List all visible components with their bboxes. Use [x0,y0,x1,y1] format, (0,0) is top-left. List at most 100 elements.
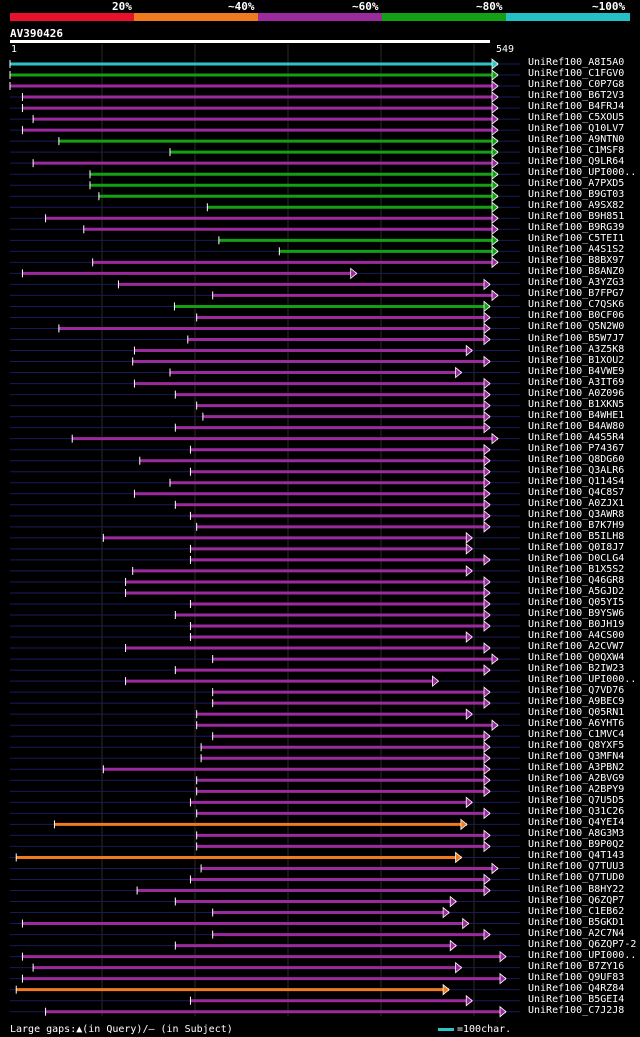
hit-label[interactable]: UniRef100_Q31C26 [528,806,625,818]
hit-label[interactable]: UniRef100_C1FGV0 [528,68,625,80]
hit-label[interactable]: UniRef100_C5TEI1 [528,233,625,245]
hit-label[interactable]: UniRef100_B1XOU2 [528,354,625,366]
hit-label[interactable]: UniRef100_B5GEI4 [528,993,625,1005]
hit-label[interactable]: UniRef100_B9GT03 [528,189,625,201]
hit-label[interactable]: UniRef100_B7K7H9 [528,519,625,531]
hit-label[interactable]: UniRef100_Q0I8J7 [528,541,625,553]
legend-segment-80 [382,13,506,21]
hit-label[interactable]: UniRef100_P74367 [528,442,625,454]
hit-label[interactable]: UniRef100_B8BX97 [528,255,625,267]
hit-end-arrow [483,620,491,632]
hit-label[interactable]: UniRef100_B0CF06 [528,310,625,322]
hit-label[interactable]: UniRef100_A3YZG3 [528,277,625,289]
hit-label[interactable]: UniRef100_C7J2J8 [528,1004,625,1016]
hit-label[interactable]: UniRef100_C1MVC4 [528,729,625,741]
hit-label[interactable]: UniRef100_B7FPG7 [528,288,625,300]
hit-label[interactable]: UniRef100_B2IW23 [528,663,625,675]
hit-label[interactable]: UniRef100_Q4YEI4 [528,817,625,829]
identity-color-legend [10,13,630,21]
hit-label[interactable]: UniRef100_B4VWE9 [528,365,625,377]
hit-label[interactable]: UniRef100_Q114S4 [528,475,625,487]
hit-label[interactable]: UniRef100_B9P0Q2 [528,839,625,851]
hit-label[interactable]: UniRef100_B1XKN5 [528,398,625,410]
hit-label[interactable]: UniRef100_B8ANZ0 [528,266,625,278]
hit-label[interactable]: UniRef100_A2BPY9 [528,784,625,796]
hit-label[interactable]: UniRef100_A4S1S2 [528,244,625,256]
hit-label[interactable]: UniRef100_Q6ZQP7 [528,894,625,906]
hit-label[interactable]: UniRef100_B5ILH8 [528,530,625,542]
hit-label[interactable]: UniRef100_Q9UF83 [528,971,625,983]
hit-label[interactable]: UniRef100_B5GKD1 [528,916,625,928]
hit-end-arrow [483,355,491,368]
hit-label[interactable]: UniRef100_A0ZJX1 [528,497,625,509]
hit-label[interactable]: UniRef100_Q46GR8 [528,574,625,586]
hit-label[interactable]: UniRef100_C5XOU5 [528,112,625,124]
hit-label[interactable]: UniRef100_B1X5S2 [528,563,625,575]
hit-label[interactable]: UniRef100_A0Z096 [528,387,625,399]
hit-label[interactable]: UniRef100_B9RG39 [528,222,625,234]
hit-end-arrow [483,443,491,456]
hit-label[interactable]: UniRef100_A5GJD2 [528,585,625,597]
hit-label[interactable]: UniRef100_A8G3M3 [528,828,625,840]
hit-label[interactable]: UniRef100_Q5N2W0 [528,321,625,333]
hit-label[interactable]: UniRef100_Q7VD76 [528,685,625,697]
hit-label[interactable]: UniRef100_B6T2V3 [528,90,625,102]
hit-label[interactable]: UniRef100_Q10LV7 [528,123,625,135]
hit-end-arrow [449,939,457,952]
hit-label[interactable]: UniRef100_B0JH19 [528,619,625,631]
hit-label[interactable]: UniRef100_UPI000.. [528,167,637,179]
hit-label[interactable]: UniRef100_Q8DG60 [528,453,625,465]
hit-label[interactable]: UniRef100_A3PBN2 [528,762,625,774]
hit-label[interactable]: UniRef100_C1MSF8 [528,145,625,157]
hit-label[interactable]: UniRef100_A2BVG9 [528,773,625,785]
hit-label[interactable]: UniRef100_Q3ALR6 [528,464,625,476]
hit-label[interactable]: UniRef100_A4CS00 [528,630,625,642]
hit-label[interactable]: UniRef100_A8I5A0 [528,57,625,68]
hit-end-arrow [483,587,491,599]
hit-label[interactable]: UniRef100_C7QSK6 [528,299,625,311]
hit-end-arrow [350,267,358,280]
hit-label[interactable]: UniRef100_Q7U5D5 [528,795,625,807]
hit-label[interactable]: UniRef100_Q3AWR8 [528,508,625,520]
hit-label[interactable]: UniRef100_Q7TUD0 [528,872,625,884]
hit-label[interactable]: UniRef100_A9BEC9 [528,696,625,708]
hit-label[interactable]: UniRef100_Q05RN1 [528,707,625,719]
hit-label[interactable]: UniRef100_A3IT69 [528,376,625,388]
hit-label[interactable]: UniRef100_A9SX82 [528,200,625,212]
hit-label[interactable]: UniRef100_A2CVW7 [528,641,625,653]
hit-label[interactable]: UniRef100_B4AW80 [528,420,625,432]
hit-label[interactable]: UniRef100_UPI000.. [528,674,637,686]
hit-label[interactable]: UniRef100_A9NTN0 [528,134,625,146]
hit-label[interactable]: UniRef100_Q3MFN4 [528,751,625,763]
hit-label[interactable]: UniRef100_Q4C8S7 [528,486,625,498]
hit-label[interactable]: UniRef100_Q8YXF5 [528,740,625,752]
hit-label[interactable]: UniRef100_Q9LR64 [528,156,625,168]
hit-label[interactable]: UniRef100_B9H851 [528,211,625,223]
hit-label[interactable]: UniRef100_Q0QXW4 [528,652,625,664]
hit-end-arrow [491,223,499,236]
hit-end-arrow [483,410,491,423]
hit-label[interactable]: UniRef100_Q6ZQP7-2 [528,938,637,950]
hit-end-arrow [483,829,491,842]
hit-label[interactable]: UniRef100_Q05YI5 [528,596,625,608]
hit-label[interactable]: UniRef100_B9YSW6 [528,608,625,619]
hit-label[interactable]: UniRef100_B4WHE1 [528,409,625,421]
hit-label[interactable]: UniRef100_A3Z5K8 [528,343,625,355]
hit-label[interactable]: UniRef100_C1EB62 [528,905,625,917]
hit-label[interactable]: UniRef100_Q7TUU3 [528,861,625,873]
hit-end-arrow [483,377,491,390]
hit-label[interactable]: UniRef100_A7PXD5 [528,178,625,190]
hit-label[interactable]: UniRef100_B7ZY16 [528,960,625,972]
hit-label[interactable]: UniRef100_A6YHT6 [528,718,625,730]
hit-label[interactable]: UniRef100_Q4RZ84 [528,982,625,994]
hit-label[interactable]: UniRef100_B8HY22 [528,883,625,895]
hit-label[interactable]: UniRef100_C0P7G8 [528,79,625,91]
hit-end-arrow [460,818,468,831]
hit-label[interactable]: UniRef100_Q4T143 [528,850,625,862]
hit-label[interactable]: UniRef100_B5W7J7 [528,332,625,344]
hit-label[interactable]: UniRef100_D0CLG4 [528,552,625,564]
hit-label[interactable]: UniRef100_B4FRJ4 [528,101,625,113]
hit-label[interactable]: UniRef100_A4S5R4 [528,431,625,443]
hit-label[interactable]: UniRef100_UPI000.. [528,949,637,961]
hit-label[interactable]: UniRef100_A2C7N4 [528,927,625,939]
